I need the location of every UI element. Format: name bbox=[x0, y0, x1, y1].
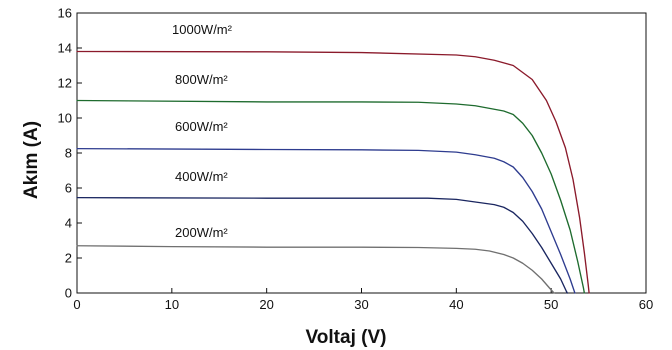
series-annotation: 200W/m² bbox=[175, 225, 228, 240]
x-tick-label: 20 bbox=[259, 297, 273, 312]
series-annotations: 1000W/m² 800W/m² 600W/m² 400W/m² 200W/m² bbox=[172, 22, 233, 240]
x-axis-ticks: 0 10 20 30 40 50 60 bbox=[73, 288, 653, 312]
x-tick-label: 30 bbox=[354, 297, 368, 312]
series-annotation: 400W/m² bbox=[175, 169, 228, 184]
y-axis-title: Akım (A) bbox=[21, 121, 42, 199]
y-tick-label: 0 bbox=[65, 286, 72, 301]
x-axis-title: Voltaj (V) bbox=[306, 327, 387, 348]
y-tick-label: 2 bbox=[65, 251, 72, 266]
series-line bbox=[76, 50, 590, 294]
y-tick-label: 4 bbox=[65, 216, 72, 231]
x-tick-label: 40 bbox=[449, 297, 463, 312]
x-tick-label: 60 bbox=[639, 297, 653, 312]
series-line bbox=[76, 196, 568, 294]
y-tick-label: 16 bbox=[58, 6, 72, 21]
x-tick-label: 10 bbox=[165, 297, 179, 312]
y-tick-label: 10 bbox=[58, 111, 72, 126]
series-line bbox=[76, 99, 586, 294]
y-tick-label: 6 bbox=[65, 181, 72, 196]
y-tick-label: 14 bbox=[58, 41, 72, 56]
series-group bbox=[76, 50, 590, 294]
series-line bbox=[76, 245, 555, 294]
y-tick-label: 8 bbox=[65, 146, 72, 161]
series-line bbox=[76, 147, 576, 294]
y-axis-ticks: 0 2 4 6 8 10 12 14 16 bbox=[58, 6, 82, 301]
y-tick-label: 12 bbox=[58, 76, 72, 91]
plot-area-border bbox=[76, 12, 647, 294]
x-tick-label: 0 bbox=[73, 297, 80, 312]
x-tick-label: 50 bbox=[544, 297, 558, 312]
series-annotation: 800W/m² bbox=[175, 72, 228, 87]
series-annotation: 1000W/m² bbox=[172, 22, 233, 37]
plot-frame bbox=[76, 12, 647, 294]
series-annotation: 600W/m² bbox=[175, 119, 228, 134]
